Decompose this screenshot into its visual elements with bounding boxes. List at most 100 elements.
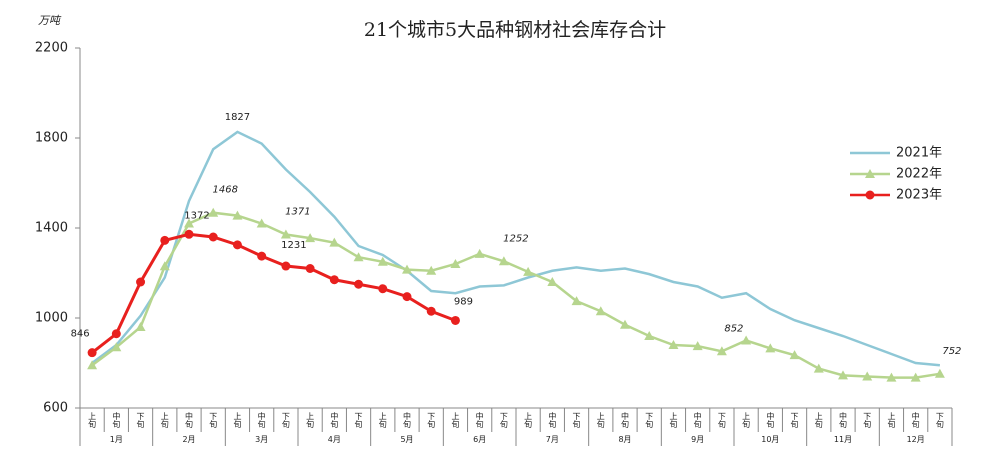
month-label: 7月 bbox=[546, 435, 559, 444]
x-tick-label: 下旬 bbox=[281, 412, 290, 429]
x-tick-label: 中旬 bbox=[621, 411, 630, 429]
point bbox=[305, 233, 316, 243]
point bbox=[136, 277, 146, 287]
y-tick-label: 1000 bbox=[35, 311, 68, 326]
point bbox=[426, 265, 437, 275]
x-tick-label: 中旬 bbox=[693, 411, 702, 429]
x-tick-label: 中旬 bbox=[330, 411, 339, 429]
month-label: 3月 bbox=[255, 435, 268, 444]
point bbox=[595, 306, 606, 316]
x-tick-label: 上旬 bbox=[160, 412, 169, 429]
point bbox=[87, 348, 97, 358]
point bbox=[862, 371, 873, 381]
x-tick-label: 上旬 bbox=[596, 412, 605, 429]
point bbox=[402, 264, 412, 274]
x-tick-label: 下旬 bbox=[499, 412, 508, 429]
point bbox=[184, 218, 194, 228]
data-label: 1252 bbox=[503, 233, 528, 244]
month-label: 5月 bbox=[400, 435, 413, 444]
point bbox=[450, 315, 460, 325]
point bbox=[111, 329, 121, 339]
data-label: 989 bbox=[454, 296, 473, 307]
x-tick-label: 中旬 bbox=[766, 411, 775, 429]
y-tick-label: 1400 bbox=[35, 221, 68, 236]
x-tick-label: 上旬 bbox=[306, 412, 315, 429]
point bbox=[644, 331, 655, 340]
month-label: 9月 bbox=[691, 435, 704, 444]
point bbox=[498, 256, 509, 266]
point bbox=[305, 264, 315, 273]
series-line bbox=[91, 211, 941, 379]
x-tick-label: 下旬 bbox=[935, 412, 944, 429]
x-tick-label: 下旬 bbox=[136, 412, 145, 429]
x-tick-label: 下旬 bbox=[645, 412, 654, 429]
month-label: 12月 bbox=[907, 435, 925, 444]
x-tick-label: 上旬 bbox=[524, 412, 533, 429]
legend-label: 2022年 bbox=[896, 167, 942, 182]
x-tick-label: 下旬 bbox=[572, 412, 581, 429]
x-tick-label: 中旬 bbox=[839, 411, 848, 429]
data-label: 846 bbox=[71, 329, 90, 340]
point bbox=[208, 207, 219, 217]
x-tick-label: 上旬 bbox=[669, 412, 678, 429]
x-tick-label: 上旬 bbox=[814, 412, 823, 429]
month-label: 8月 bbox=[618, 435, 631, 444]
x-tick-label: 上旬 bbox=[378, 412, 387, 429]
point bbox=[257, 251, 267, 261]
x-tick-label: 上旬 bbox=[451, 412, 460, 429]
data-label: 1827 bbox=[225, 112, 250, 123]
point bbox=[329, 275, 339, 285]
point bbox=[232, 240, 242, 250]
point bbox=[87, 360, 98, 370]
point bbox=[111, 342, 122, 352]
x-tick-label: 中旬 bbox=[112, 411, 121, 429]
point bbox=[378, 284, 388, 294]
point bbox=[256, 218, 267, 228]
data-label: 1468 bbox=[212, 185, 237, 196]
point bbox=[329, 237, 340, 247]
unit-label: 万吨 bbox=[38, 14, 62, 27]
point bbox=[135, 322, 146, 331]
month-label: 2月 bbox=[182, 435, 195, 444]
point bbox=[281, 261, 291, 271]
point bbox=[402, 292, 412, 302]
point bbox=[547, 277, 558, 286]
point bbox=[692, 341, 703, 351]
series-line bbox=[91, 130, 941, 367]
legend-marker bbox=[865, 190, 875, 200]
point bbox=[353, 252, 364, 262]
point bbox=[354, 279, 364, 289]
y-tick-label: 600 bbox=[43, 401, 68, 416]
y-tick-label: 1800 bbox=[35, 131, 68, 146]
point bbox=[474, 248, 485, 258]
point bbox=[789, 350, 800, 360]
x-tick-label: 上旬 bbox=[742, 412, 751, 429]
month-label: 1月 bbox=[110, 435, 123, 444]
x-tick-label: 下旬 bbox=[209, 412, 218, 429]
point bbox=[450, 259, 461, 268]
month-label: 6月 bbox=[473, 435, 486, 444]
point bbox=[934, 368, 945, 378]
data-label: 752 bbox=[942, 346, 961, 357]
point bbox=[838, 370, 848, 380]
month-label: 4月 bbox=[328, 435, 341, 444]
x-tick-label: 下旬 bbox=[427, 412, 436, 429]
point bbox=[159, 261, 170, 271]
point bbox=[426, 306, 436, 316]
month-label: 10月 bbox=[761, 435, 779, 444]
point bbox=[741, 335, 752, 345]
month-label: 11月 bbox=[834, 435, 852, 444]
point bbox=[377, 256, 388, 266]
x-tick-label: 中旬 bbox=[911, 411, 920, 429]
x-tick-label: 上旬 bbox=[887, 412, 896, 429]
point bbox=[886, 372, 897, 382]
x-tick-label: 中旬 bbox=[548, 411, 557, 429]
point bbox=[620, 319, 630, 329]
x-tick-label: 中旬 bbox=[257, 411, 266, 429]
point bbox=[232, 210, 243, 220]
point bbox=[765, 343, 776, 353]
legend-label: 2023年 bbox=[896, 188, 942, 203]
x-tick-label: 中旬 bbox=[403, 411, 412, 429]
point bbox=[910, 372, 921, 382]
y-tick-label: 2200 bbox=[35, 41, 68, 56]
